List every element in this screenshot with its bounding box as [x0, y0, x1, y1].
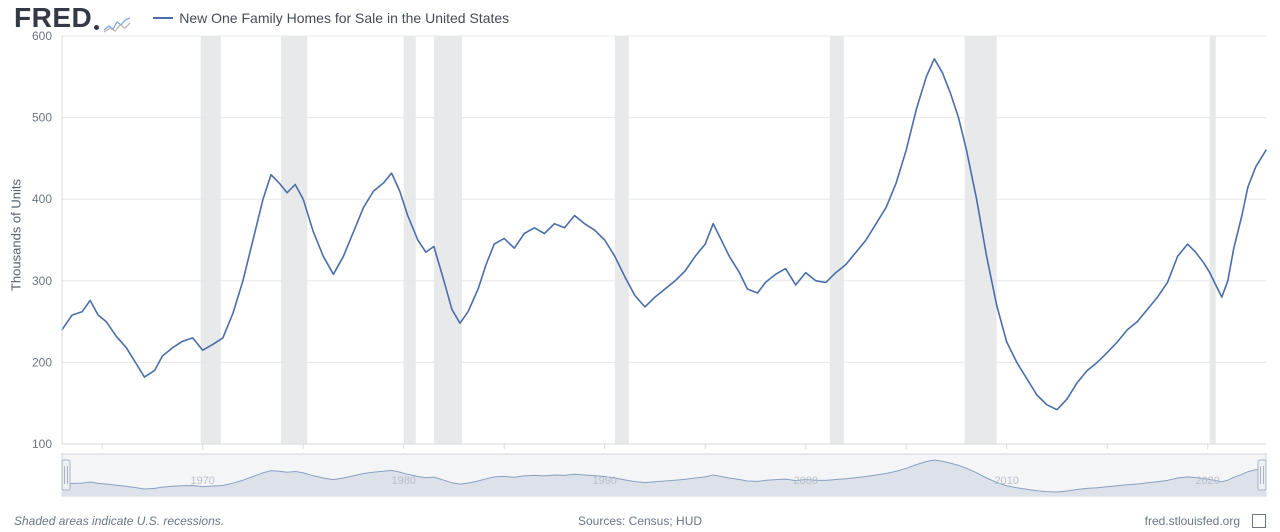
recession-band: [1210, 36, 1216, 444]
recession-band: [281, 36, 307, 444]
site-link-group: fred.stlouisfed.org: [1145, 514, 1266, 528]
ytick-label: 100: [32, 437, 52, 451]
ytick-label: 300: [32, 274, 52, 288]
navigator-xtick: 2000: [793, 475, 817, 487]
recession-band: [615, 36, 629, 444]
navigator-xtick: 1990: [592, 475, 616, 487]
ytick-label: 600: [32, 29, 52, 43]
fullscreen-icon[interactable]: [1252, 514, 1266, 528]
site-url[interactable]: fred.stlouisfed.org: [1145, 514, 1240, 528]
main-plot[interactable]: 1002003004005006001965197019751980198519…: [0, 0, 1280, 510]
ytick-label: 500: [32, 111, 52, 125]
recession-band: [830, 36, 844, 444]
navigator-handle-right[interactable]: [1258, 460, 1266, 490]
chart-container: FRED New One Family Homes for Sale in th…: [0, 0, 1280, 532]
source-text: Sources: Census; HUD: [578, 514, 702, 528]
recession-band: [201, 36, 221, 444]
recession-band: [434, 36, 462, 444]
recession-band: [404, 36, 416, 444]
chart-footer: Shaded areas indicate U.S. recessions. S…: [14, 514, 1266, 528]
navigator-xtick: 1980: [391, 475, 415, 487]
navigator-handle-left[interactable]: [62, 460, 70, 490]
ytick-label: 400: [32, 192, 52, 206]
navigator-xtick: 2020: [1195, 475, 1219, 487]
navigator-xtick: 2010: [994, 475, 1018, 487]
ytick-label: 200: [32, 355, 52, 369]
recession-note: Shaded areas indicate U.S. recessions.: [14, 514, 224, 528]
navigator-xtick: 1970: [190, 475, 214, 487]
recession-band: [964, 36, 996, 444]
